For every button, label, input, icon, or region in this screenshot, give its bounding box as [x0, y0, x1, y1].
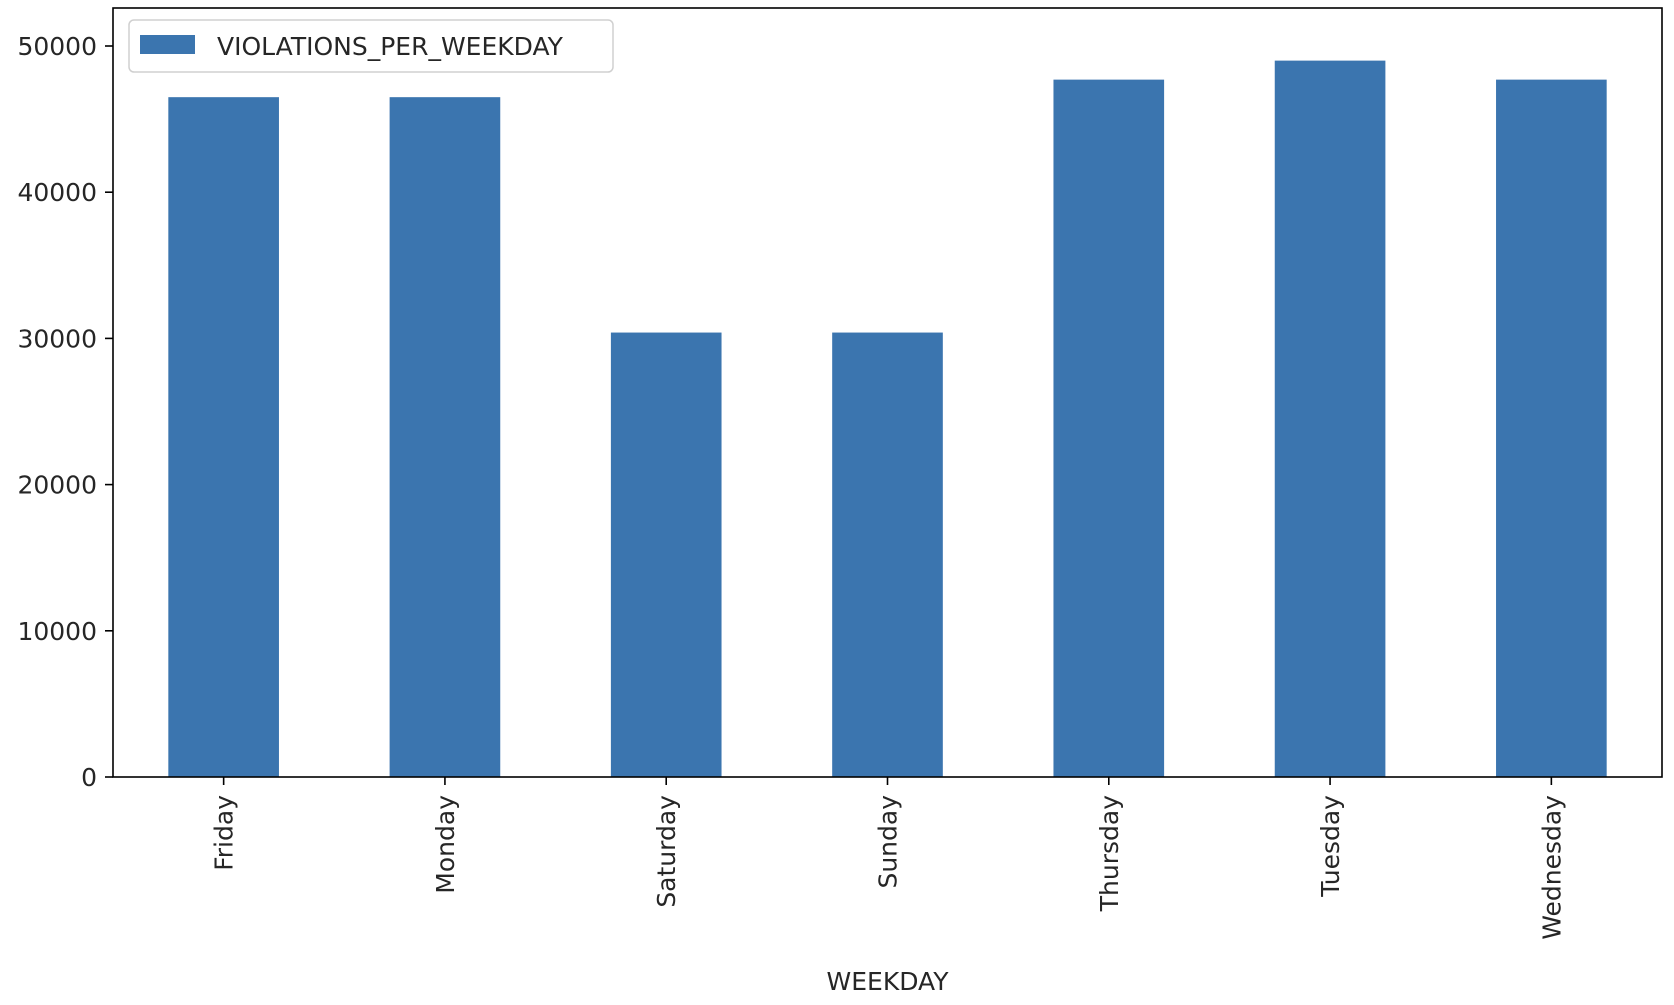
bars-layer — [168, 60, 1607, 778]
bar-wednesday — [1496, 79, 1607, 778]
y-tick-label: 30000 — [17, 324, 97, 353]
bar-tuesday — [1274, 60, 1386, 778]
x-axis-label: WEEKDAY — [827, 967, 950, 996]
bar-monday — [389, 97, 501, 778]
x-tick-label-monday: Monday — [431, 795, 460, 894]
y-axis: 0 10000 20000 30000 40000 50000 — [17, 32, 113, 792]
x-tick-label-friday: Friday — [210, 795, 239, 871]
bar-friday — [168, 97, 279, 778]
x-tick-label-wednesday: Wednesday — [1537, 795, 1566, 940]
y-tick-label: 50000 — [17, 32, 97, 61]
legend-swatch — [140, 35, 195, 54]
bar-thursday — [1053, 79, 1165, 778]
x-tick-label-sunday: Sunday — [874, 795, 903, 889]
bar-saturday — [610, 332, 722, 777]
legend-box — [128, 19, 614, 73]
y-tick-label: 10000 — [17, 617, 97, 646]
y-tick-label: 0 — [81, 763, 97, 792]
x-tick-label-saturday: Saturday — [652, 795, 681, 908]
bar-sunday — [832, 332, 943, 777]
legend: VIOLATIONS_PER_WEEKDAY — [128, 19, 614, 73]
legend-label: VIOLATIONS_PER_WEEKDAY — [217, 32, 564, 61]
x-tick-label-tuesday: Tuesday — [1316, 795, 1345, 898]
x-tick-label-thursday: Thursday — [1095, 795, 1124, 912]
y-tick-label: 40000 — [17, 178, 97, 207]
x-axis: Friday Monday Saturday Sunday Thursday Tuesda… — [210, 777, 1566, 940]
y-tick-label: 20000 — [17, 471, 97, 500]
